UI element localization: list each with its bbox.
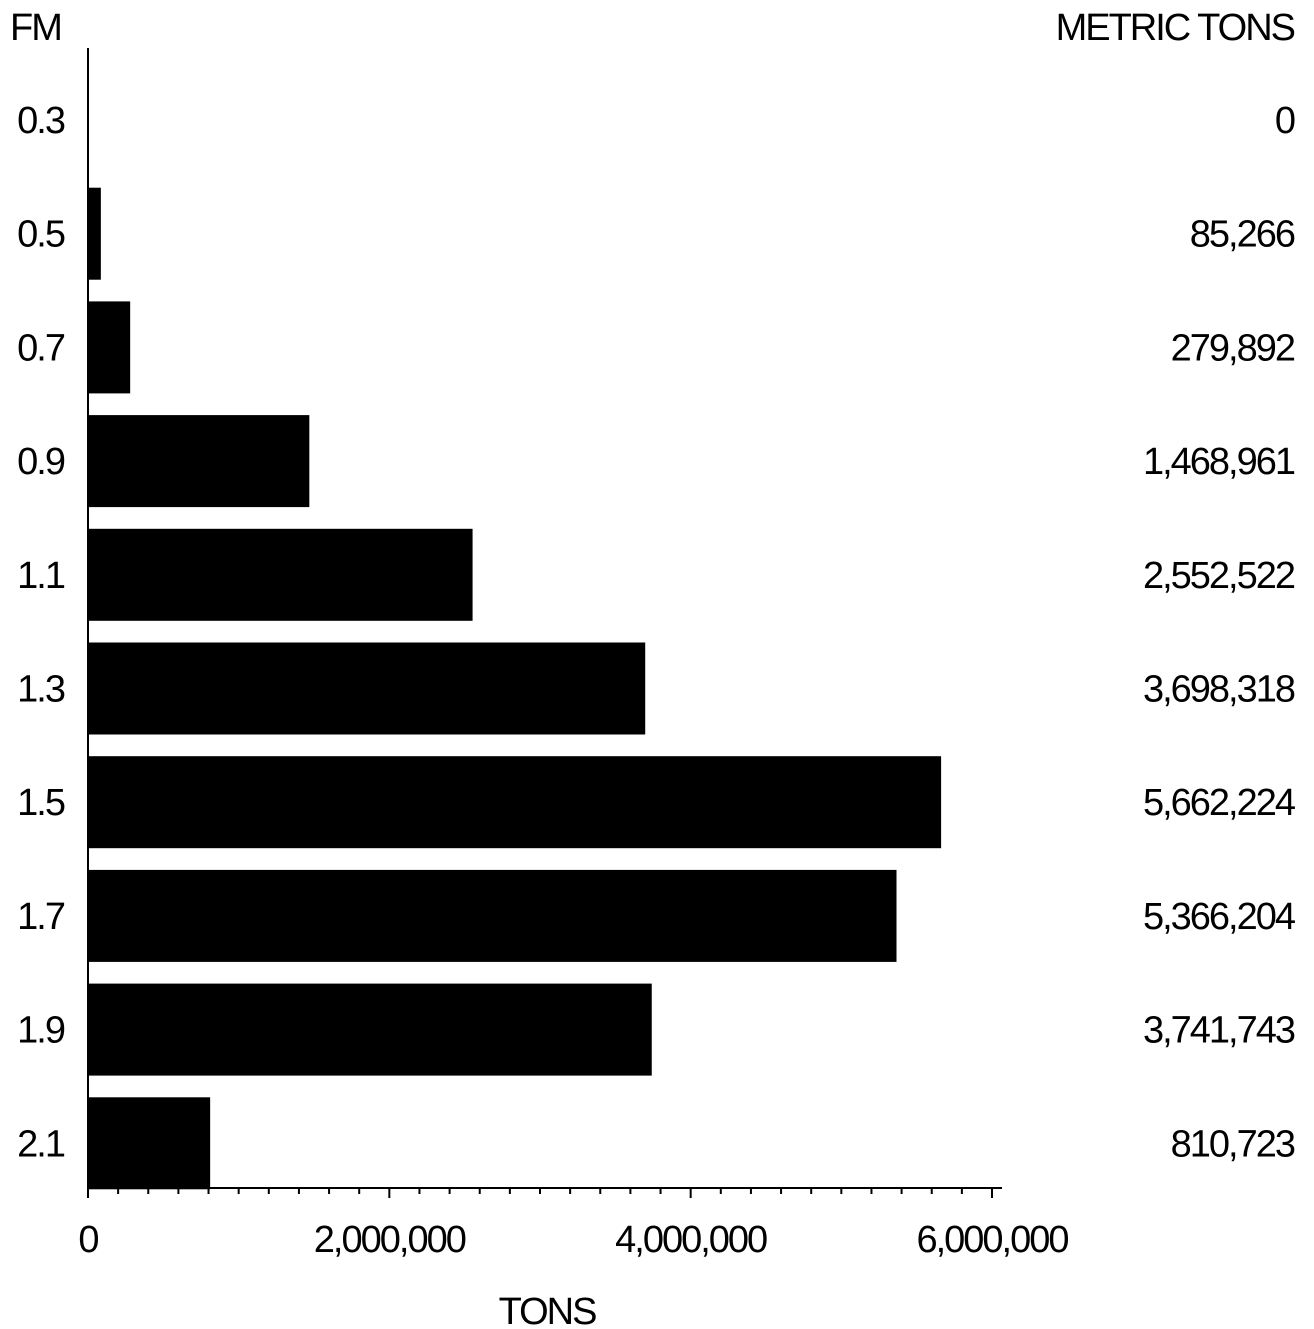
value-label: 5,366,204 — [1143, 896, 1296, 938]
value-labels: 0 85,266 279,892 1,468,961 2,552,522 3,698,31… — [1143, 100, 1298, 1165]
category-label: 2.1 — [17, 1123, 65, 1165]
x-tick-label: 2,000,000 — [314, 1219, 466, 1261]
category-label: 0.9 — [17, 441, 65, 483]
x-tick-label: 4,000,000 — [615, 1219, 767, 1261]
bar — [88, 869, 897, 962]
category-label: 1.9 — [17, 1010, 65, 1052]
category-label: 1.7 — [17, 896, 65, 938]
bar — [88, 1097, 211, 1190]
category-header: FM — [10, 7, 61, 49]
bar — [88, 415, 310, 508]
value-label: 3,741,743 — [1143, 1010, 1295, 1052]
value-label: 810,723 — [1171, 1123, 1295, 1165]
bar — [88, 983, 652, 1076]
bar — [88, 528, 473, 621]
value-label: 2,552,522 — [1143, 555, 1295, 597]
value-label: 85,266 — [1190, 214, 1295, 256]
x-axis-tick-labels: 0 2,000,000 4,000,000 6,000,000 — [78, 1219, 1070, 1261]
value-label: 1,468,961 — [1143, 441, 1295, 483]
category-label: 1.5 — [17, 782, 65, 824]
value-header: METRIC TONS — [1056, 7, 1295, 49]
category-label: 1.3 — [17, 669, 65, 711]
category-labels: 0.3 0.5 0.7 0.9 1.1 1.3 1.5 1.7 1.9 2.1 — [17, 100, 67, 1165]
category-label: 0.7 — [17, 327, 65, 369]
x-tick-label: 0 — [78, 1219, 98, 1261]
x-tick-label: 6,000,000 — [916, 1219, 1068, 1261]
x-axis-title: TONS — [499, 1291, 597, 1329]
value-label: 0 — [1275, 100, 1295, 142]
category-label: 0.5 — [17, 214, 65, 256]
value-label: 5,662,224 — [1143, 782, 1296, 824]
bar — [88, 642, 646, 735]
bar — [88, 301, 131, 394]
value-label: 279,892 — [1171, 327, 1295, 369]
value-label: 3,698,318 — [1143, 669, 1295, 711]
bar — [88, 187, 101, 280]
category-label: 1.1 — [17, 555, 65, 597]
bars-group — [88, 187, 942, 1190]
category-label: 0.3 — [17, 100, 65, 142]
x-axis-ticks — [87, 1188, 993, 1198]
bar — [88, 756, 942, 849]
